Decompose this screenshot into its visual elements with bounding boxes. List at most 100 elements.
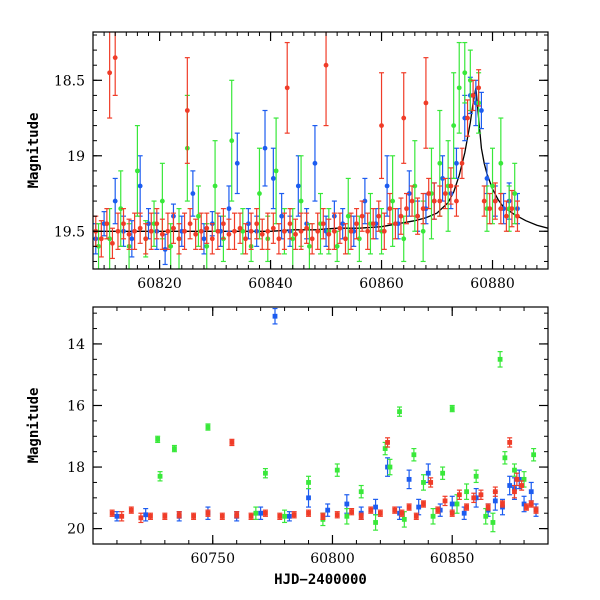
series-red-2 — [93, 69, 520, 260]
data-point — [165, 228, 171, 234]
data-point — [118, 206, 124, 212]
zoomed-light-curve-panel: 60820 60840 60860 60880 18.5 19 19.5 Magnitude — [26, 31, 549, 292]
data-point — [420, 228, 426, 234]
data-point — [428, 480, 434, 485]
y-tick-label: 16 — [67, 398, 85, 414]
data-point — [162, 246, 168, 252]
data-point — [159, 231, 165, 237]
data-point — [358, 513, 364, 519]
data-point — [421, 480, 426, 485]
data-point — [176, 236, 182, 242]
data-point — [282, 228, 287, 234]
data-point — [312, 160, 318, 166]
data-point — [265, 228, 271, 234]
data-point — [196, 213, 201, 219]
data-point — [263, 470, 268, 476]
y-axis-title: Magnitude — [26, 113, 42, 189]
data-point — [287, 221, 293, 227]
axes-top: 60820 60840 60860 60880 18.5 19 19.5 Magnitude — [26, 31, 549, 292]
data-point — [263, 510, 268, 516]
data-point — [162, 513, 168, 519]
data-point — [437, 198, 443, 204]
data-point — [298, 228, 304, 234]
data-point — [104, 221, 110, 227]
data-point — [137, 225, 143, 231]
data-point — [132, 228, 138, 234]
data-point — [209, 236, 215, 242]
data-point — [182, 228, 187, 234]
data-point — [503, 213, 509, 219]
data-point — [490, 183, 495, 189]
data-point — [398, 213, 404, 219]
data-point — [119, 513, 125, 519]
data-point — [376, 213, 382, 219]
data-point — [226, 206, 232, 212]
data-point — [155, 436, 161, 442]
data-point — [298, 198, 304, 204]
data-point — [171, 225, 176, 231]
data-point — [98, 236, 104, 242]
x-tick-label: 60860 — [359, 276, 404, 292]
plot-frame — [92, 306, 549, 545]
data-point — [401, 115, 407, 121]
data-point — [96, 243, 101, 249]
data-point — [143, 512, 149, 518]
data-point — [115, 228, 121, 234]
data-point — [344, 513, 350, 519]
data-point — [262, 145, 268, 151]
data-point — [373, 504, 378, 510]
data-point — [212, 183, 218, 189]
series-red-2 — [109, 437, 539, 524]
data-point — [138, 515, 144, 521]
data-point — [348, 228, 354, 234]
data-point — [500, 501, 505, 507]
data-point — [464, 489, 469, 495]
data-point — [245, 221, 251, 227]
data-point — [253, 510, 259, 516]
data-point — [257, 191, 262, 196]
data-point — [440, 176, 445, 181]
data-point — [176, 512, 182, 518]
data-point — [377, 510, 383, 516]
data-point — [481, 198, 487, 204]
data-point — [146, 221, 151, 227]
data-point — [421, 501, 426, 507]
data-point — [512, 467, 517, 473]
data-point — [276, 236, 282, 242]
data-point — [461, 510, 467, 516]
data-point — [309, 236, 315, 242]
data-point — [502, 455, 508, 461]
data-point — [487, 206, 493, 212]
data-point — [334, 467, 340, 473]
data-point — [286, 513, 292, 519]
data-point — [426, 191, 432, 196]
data-point — [187, 221, 193, 227]
data-point — [420, 206, 426, 212]
data-point — [379, 123, 384, 128]
x-tick-label: 60840 — [248, 276, 293, 292]
data-point — [272, 313, 278, 319]
data-point — [492, 489, 498, 495]
data-point — [112, 198, 118, 204]
data-point — [154, 221, 160, 227]
data-point — [326, 231, 332, 237]
data-point — [304, 225, 310, 231]
data-point — [442, 498, 448, 504]
data-point — [109, 510, 115, 516]
data-point — [498, 206, 504, 212]
data-point — [448, 183, 454, 189]
data-point — [293, 231, 298, 237]
data-point — [248, 228, 254, 234]
data-point — [401, 516, 407, 522]
data-point — [220, 221, 226, 227]
data-point — [397, 409, 402, 415]
data-point — [126, 231, 132, 237]
data-point — [331, 228, 337, 234]
data-point — [148, 228, 154, 234]
data-point — [406, 191, 412, 196]
data-point — [411, 452, 417, 458]
data-point — [193, 231, 199, 237]
data-point — [137, 183, 143, 189]
data-point — [248, 513, 254, 519]
